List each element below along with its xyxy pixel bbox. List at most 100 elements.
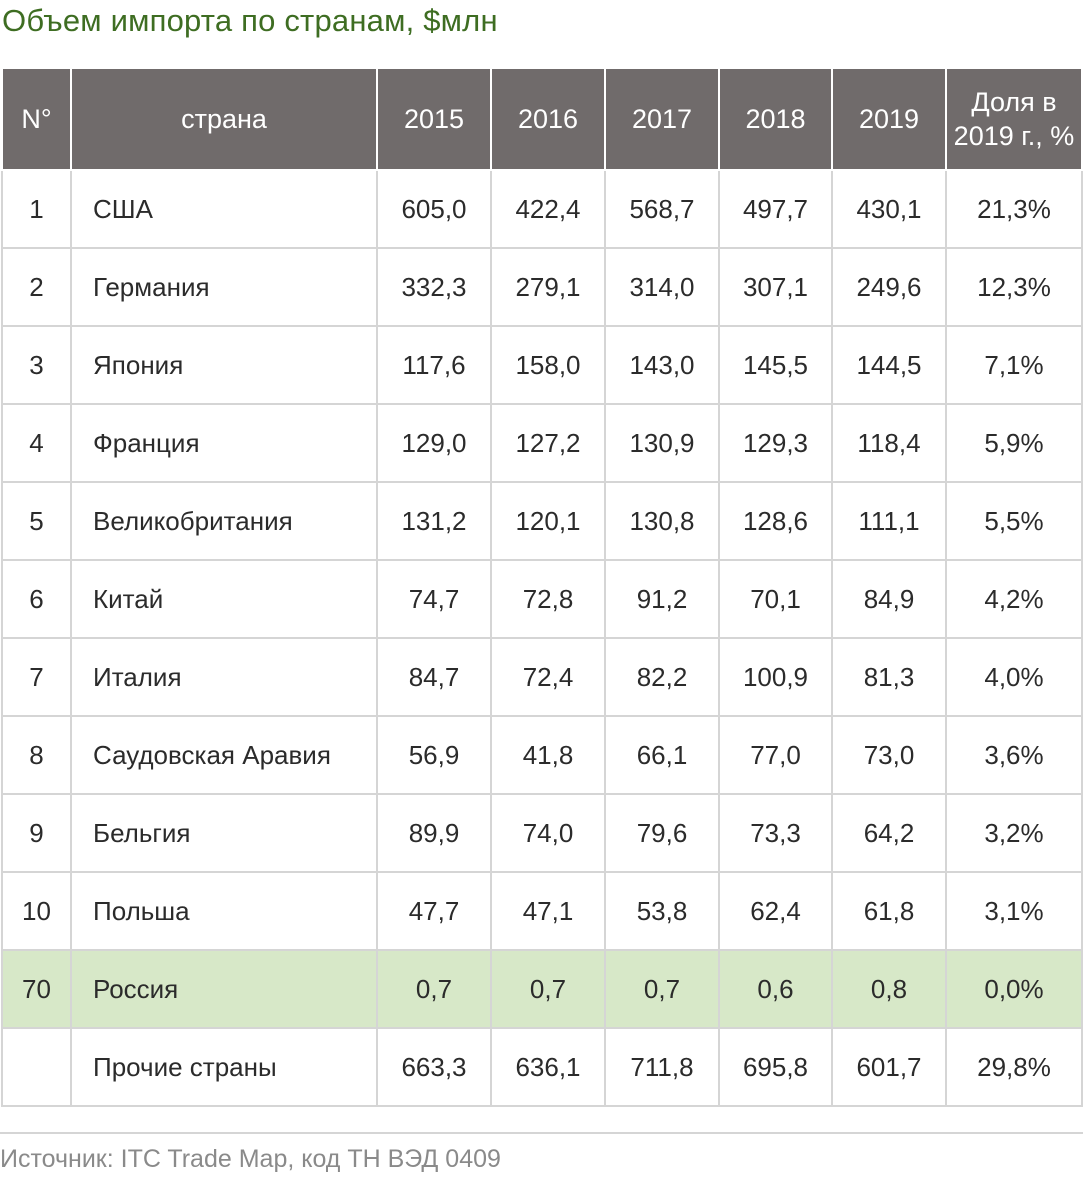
- header-2016: 2016: [490, 67, 606, 171]
- row-2017: 711,8: [604, 1027, 720, 1107]
- row-2019: 84,9: [831, 559, 947, 639]
- row-2018: 0,6: [718, 949, 833, 1029]
- row-country: Польша: [70, 871, 378, 951]
- row-2019: 81,3: [831, 637, 947, 717]
- row-2016: 72,4: [490, 637, 606, 717]
- row-2015: 84,7: [376, 637, 492, 717]
- row-2019: 430,1: [831, 169, 947, 249]
- table-row: 7 Италия 84,7 72,4 82,2 100,9 81,3 4,0%: [1, 637, 1083, 717]
- row-share: 7,1%: [945, 325, 1083, 405]
- row-2018: 77,0: [718, 715, 833, 795]
- row-2015: 56,9: [376, 715, 492, 795]
- row-num: 3: [1, 325, 72, 405]
- row-2018: 128,6: [718, 481, 833, 561]
- row-2017: 66,1: [604, 715, 720, 795]
- row-country: Прочие страны: [70, 1027, 378, 1107]
- header-2019: 2019: [831, 67, 947, 171]
- row-2017: 130,9: [604, 403, 720, 483]
- header-share-line1: Доля в: [971, 87, 1057, 117]
- header-num: N°: [1, 67, 72, 171]
- row-2016: 41,8: [490, 715, 606, 795]
- table-row: 2 Германия 332,3 279,1 314,0 307,1 249,6…: [1, 247, 1083, 327]
- table-row: 5 Великобритания 131,2 120,1 130,8 128,6…: [1, 481, 1083, 561]
- row-2016: 0,7: [490, 949, 606, 1029]
- row-num: 7: [1, 637, 72, 717]
- row-2019: 144,5: [831, 325, 947, 405]
- table-row: 10 Польша 47,7 47,1 53,8 62,4 61,8 3,1%: [1, 871, 1083, 951]
- row-2016: 127,2: [490, 403, 606, 483]
- row-2018: 497,7: [718, 169, 833, 249]
- row-country: Великобритания: [70, 481, 378, 561]
- table-row: 6 Китай 74,7 72,8 91,2 70,1 84,9 4,2%: [1, 559, 1083, 639]
- row-share: 5,9%: [945, 403, 1083, 483]
- source-note: Источник: ITC Trade Map, код ТН ВЭД 0409: [0, 1132, 1083, 1176]
- row-2016: 158,0: [490, 325, 606, 405]
- row-2016: 72,8: [490, 559, 606, 639]
- row-2018: 145,5: [718, 325, 833, 405]
- row-2015: 663,3: [376, 1027, 492, 1107]
- row-num: 2: [1, 247, 72, 327]
- row-2018: 307,1: [718, 247, 833, 327]
- row-country: Франция: [70, 403, 378, 483]
- row-2016: 47,1: [490, 871, 606, 951]
- row-country: Бельгия: [70, 793, 378, 873]
- row-2019: 249,6: [831, 247, 947, 327]
- header-country: страна: [70, 67, 378, 171]
- row-2015: 47,7: [376, 871, 492, 951]
- row-share: 5,5%: [945, 481, 1083, 561]
- table-row: 3 Япония 117,6 158,0 143,0 145,5 144,5 7…: [1, 325, 1083, 405]
- table-row: Прочие страны 663,3 636,1 711,8 695,8 60…: [1, 1027, 1083, 1107]
- row-2018: 695,8: [718, 1027, 833, 1107]
- row-country: Германия: [70, 247, 378, 327]
- row-2017: 314,0: [604, 247, 720, 327]
- row-2015: 117,6: [376, 325, 492, 405]
- row-2019: 64,2: [831, 793, 947, 873]
- row-share: 3,1%: [945, 871, 1083, 951]
- row-2015: 0,7: [376, 949, 492, 1029]
- row-2017: 0,7: [604, 949, 720, 1029]
- row-share: 0,0%: [945, 949, 1083, 1029]
- row-share: 3,6%: [945, 715, 1083, 795]
- header-2018: 2018: [718, 67, 833, 171]
- row-country: Саудовская Аравия: [70, 715, 378, 795]
- row-country: Китай: [70, 559, 378, 639]
- row-country: США: [70, 169, 378, 249]
- row-num: 5: [1, 481, 72, 561]
- row-num: 70: [1, 949, 72, 1029]
- row-2017: 53,8: [604, 871, 720, 951]
- row-num: 4: [1, 403, 72, 483]
- row-2016: 120,1: [490, 481, 606, 561]
- row-2017: 130,8: [604, 481, 720, 561]
- header-2015: 2015: [376, 67, 492, 171]
- row-country: Италия: [70, 637, 378, 717]
- import-table: N° страна 2015 2016 2017 2018 2019 Доля …: [1, 67, 1083, 1107]
- row-2015: 131,2: [376, 481, 492, 561]
- row-2018: 70,1: [718, 559, 833, 639]
- page-title: Объем импорта по странам, $млн: [2, 3, 498, 38]
- row-2015: 605,0: [376, 169, 492, 249]
- header-share: Доля в 2019 г., %: [945, 67, 1083, 171]
- row-2017: 143,0: [604, 325, 720, 405]
- row-2018: 73,3: [718, 793, 833, 873]
- table-row: 8 Саудовская Аравия 56,9 41,8 66,1 77,0 …: [1, 715, 1083, 795]
- row-num: 8: [1, 715, 72, 795]
- row-share: 4,2%: [945, 559, 1083, 639]
- header-share-line2: 2019 г., %: [953, 121, 1075, 151]
- table-row-highlighted: 70 Россия 0,7 0,7 0,7 0,6 0,8 0,0%: [1, 949, 1083, 1029]
- row-2019: 601,7: [831, 1027, 947, 1107]
- row-2016: 74,0: [490, 793, 606, 873]
- row-2019: 118,4: [831, 403, 947, 483]
- row-2016: 636,1: [490, 1027, 606, 1107]
- row-2017: 91,2: [604, 559, 720, 639]
- row-num: 10: [1, 871, 72, 951]
- row-share: 4,0%: [945, 637, 1083, 717]
- row-2015: 332,3: [376, 247, 492, 327]
- row-2015: 74,7: [376, 559, 492, 639]
- row-country: Россия: [70, 949, 378, 1029]
- row-2017: 79,6: [604, 793, 720, 873]
- row-num: 9: [1, 793, 72, 873]
- row-2016: 279,1: [490, 247, 606, 327]
- row-share: 29,8%: [945, 1027, 1083, 1107]
- row-2018: 100,9: [718, 637, 833, 717]
- row-2018: 62,4: [718, 871, 833, 951]
